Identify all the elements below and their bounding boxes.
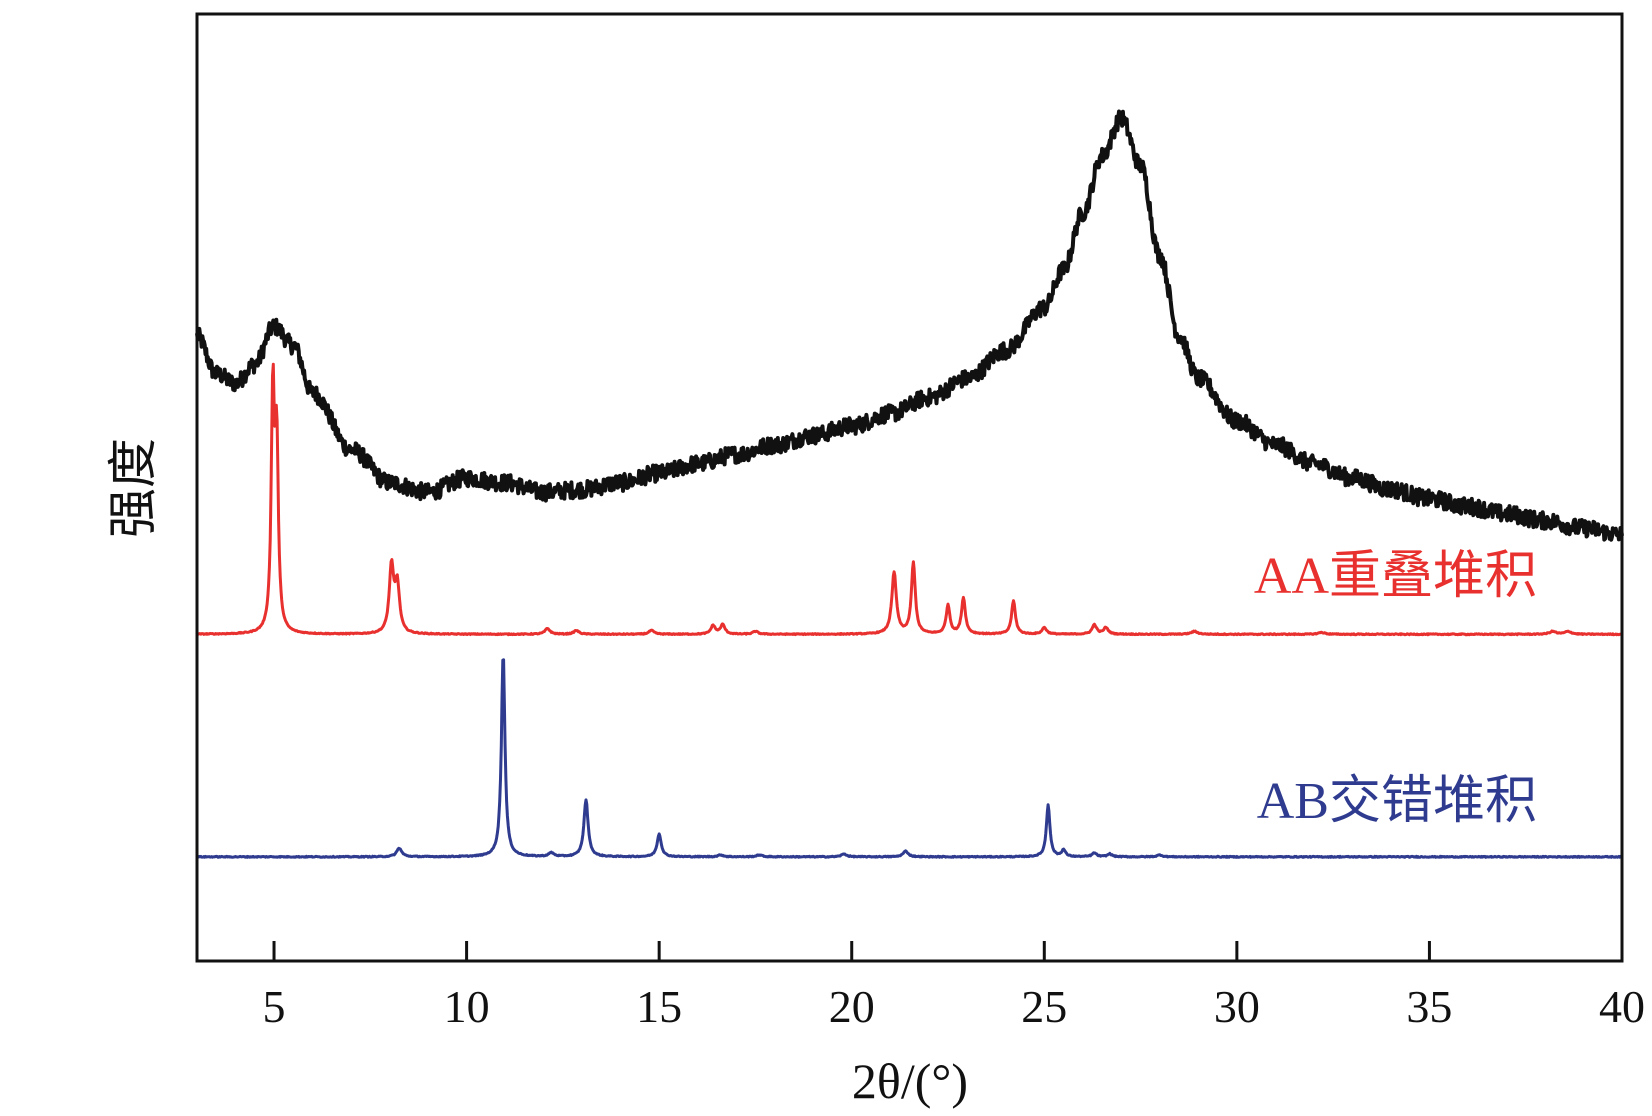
series-line-aa-stacking	[196, 362, 1624, 637]
series-line-experimental	[195, 109, 1624, 542]
y-axis-title: 强度	[105, 438, 161, 538]
x-tick-label: 10	[444, 981, 490, 1032]
series-label-aa-stacking: AA重叠堆积	[1254, 548, 1537, 605]
series-line-ab-stacking	[196, 658, 1623, 859]
x-axis-title: 2θ/(°)	[852, 1053, 968, 1109]
series-label-ab-stacking: AB交错堆积	[1257, 773, 1537, 830]
plot-frame	[195, 12, 1624, 963]
x-tick-label: 30	[1214, 981, 1260, 1032]
x-ticks: 5 10 15 20 25 30 35 40	[263, 941, 1645, 1032]
x-tick-label: 5	[263, 981, 286, 1032]
x-tick-label: 40	[1599, 981, 1645, 1032]
x-tick-label: 35	[1406, 981, 1452, 1032]
series-layer	[195, 109, 1624, 859]
x-tick-label: 20	[829, 981, 875, 1032]
x-tick-label: 15	[636, 981, 682, 1032]
x-tick-label: 25	[1021, 981, 1067, 1032]
